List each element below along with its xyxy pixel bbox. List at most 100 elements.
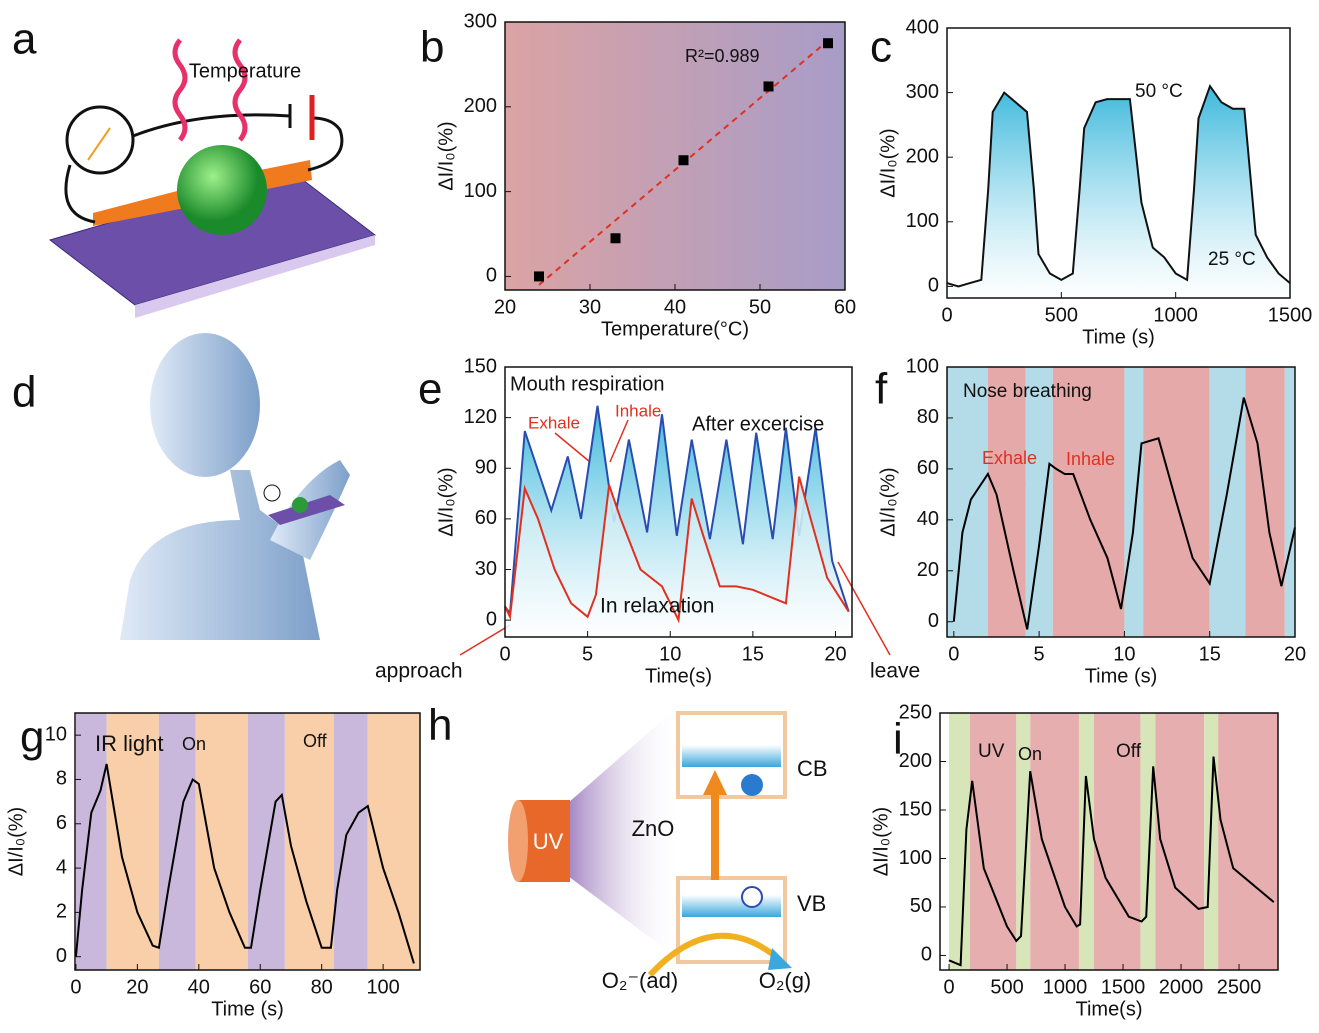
- y-tick-label: 60: [475, 507, 497, 529]
- x-tick-label: 15: [742, 643, 764, 665]
- x-tick-label: 0: [943, 976, 954, 998]
- x-tick-label: 1000: [1043, 976, 1088, 998]
- y-axis-label: ΔI/I₀(%): [877, 467, 899, 536]
- point: [534, 271, 544, 281]
- annotation: UV: [978, 741, 1005, 762]
- y-tick-label: 6: [56, 812, 67, 834]
- material-label: ZnO: [632, 816, 675, 841]
- x-tick-label: 20: [1284, 643, 1306, 665]
- annotation: IR light: [95, 731, 163, 756]
- annotation: Exhale: [982, 448, 1037, 468]
- x-tick-label: 30: [579, 296, 601, 318]
- x-tick-label: 40: [188, 976, 210, 998]
- x-axis-label: Time (s): [1082, 326, 1155, 348]
- vb-label: VB: [797, 891, 826, 916]
- x-tick-label: 10: [659, 643, 681, 665]
- annotation: Inhale: [1066, 449, 1115, 469]
- panel-label: f: [875, 365, 888, 414]
- y-tick-label: 400: [906, 16, 939, 38]
- band: [285, 713, 334, 970]
- y-tick-label: 0: [486, 608, 497, 630]
- y-tick-label: 250: [899, 701, 932, 723]
- annotation: leave: [870, 660, 920, 683]
- y-tick-label: 200: [899, 750, 932, 772]
- y-axis-label: ΔI/I₀(%): [435, 121, 457, 190]
- chart: 051015200306090120150Time(s)ΔI/I₀(%)eMou…: [375, 355, 920, 687]
- annotation: Mouth respiration: [510, 373, 665, 395]
- plot-background: [505, 22, 845, 290]
- panel-label: b: [420, 23, 444, 72]
- band: [1025, 367, 1052, 637]
- reactant-label: O₂⁻(ad): [602, 968, 678, 993]
- diagram-h: h UV ZnO CB VB O₂⁻(ad) O₂(g): [428, 701, 828, 993]
- x-tick-label: 20: [126, 976, 148, 998]
- diagram-a: a Temperature: [12, 15, 375, 318]
- y-tick-label: 120: [464, 406, 497, 428]
- point: [823, 38, 833, 48]
- y-tick-label: 0: [928, 610, 939, 632]
- x-tick-label: 2000: [1159, 976, 1204, 998]
- annotation: 50 °C: [1135, 81, 1183, 102]
- x-tick-label: 0: [499, 643, 510, 665]
- band: [1053, 367, 1125, 637]
- x-axis-label: Time(s): [1075, 998, 1142, 1020]
- x-axis-label: Time(s): [645, 665, 712, 687]
- cb-label: CB: [797, 756, 828, 781]
- y-tick-label: 2: [56, 901, 67, 923]
- annotation: Nose breathing: [963, 381, 1092, 402]
- x-tick-label: 20: [824, 643, 846, 665]
- y-tick-label: 150: [899, 798, 932, 820]
- point: [764, 81, 774, 91]
- annotation: Inhale: [615, 401, 661, 420]
- band: [1079, 713, 1094, 970]
- x-tick-label: 60: [249, 976, 271, 998]
- x-axis-label: Time (s): [1085, 665, 1158, 687]
- panel-label: g: [20, 713, 44, 762]
- y-axis-label: ΔI/I₀(%): [435, 467, 457, 536]
- x-tick-label: 0: [70, 976, 81, 998]
- band: [1156, 713, 1205, 970]
- y-tick-label: 100: [899, 847, 932, 869]
- y-tick-label: 40: [917, 508, 939, 530]
- y-tick-label: 10: [45, 723, 67, 745]
- annotation: After excercise: [692, 413, 824, 435]
- y-axis-label: ΔI/I₀(%): [5, 807, 27, 876]
- band: [1210, 367, 1246, 637]
- y-tick-label: 0: [928, 275, 939, 297]
- y-tick-label: 200: [906, 145, 939, 167]
- annotation: 25 °C: [1208, 249, 1256, 270]
- diagram-d: d: [12, 333, 350, 640]
- y-tick-label: 300: [464, 10, 497, 32]
- point: [611, 233, 621, 243]
- y-tick-label: 8: [56, 768, 67, 790]
- x-tick-label: 20: [494, 296, 516, 318]
- x-tick-label: 40: [664, 296, 686, 318]
- x-tick-label: 2500: [1217, 976, 1262, 998]
- point: [679, 155, 689, 165]
- y-tick-label: 150: [464, 355, 497, 377]
- annotation: Off: [1116, 741, 1142, 762]
- panel-label: h: [428, 701, 452, 750]
- x-tick-label: 1500: [1268, 304, 1313, 326]
- x-tick-label: 10: [1113, 643, 1135, 665]
- x-axis-label: Temperature(°C): [601, 318, 749, 340]
- x-tick-label: 5: [582, 643, 593, 665]
- y-tick-label: 100: [464, 180, 497, 202]
- diagram-label: Temperature: [189, 60, 301, 82]
- chart: 05101520020406080100Time (s)ΔI/I₀(%)fNos…: [875, 355, 1306, 687]
- x-tick-label: 500: [1045, 304, 1078, 326]
- y-tick-label: 0: [56, 945, 67, 967]
- y-tick-label: 200: [464, 95, 497, 117]
- y-tick-label: 100: [906, 355, 939, 377]
- annotation: Exhale: [528, 413, 580, 432]
- x-tick-label: 0: [948, 643, 959, 665]
- x-tick-label: 15: [1199, 643, 1221, 665]
- y-tick-label: 100: [906, 210, 939, 232]
- x-axis-label: Time (s): [211, 998, 284, 1020]
- x-tick-label: 50: [749, 296, 771, 318]
- y-tick-label: 20: [917, 559, 939, 581]
- panel-label: c: [870, 23, 892, 72]
